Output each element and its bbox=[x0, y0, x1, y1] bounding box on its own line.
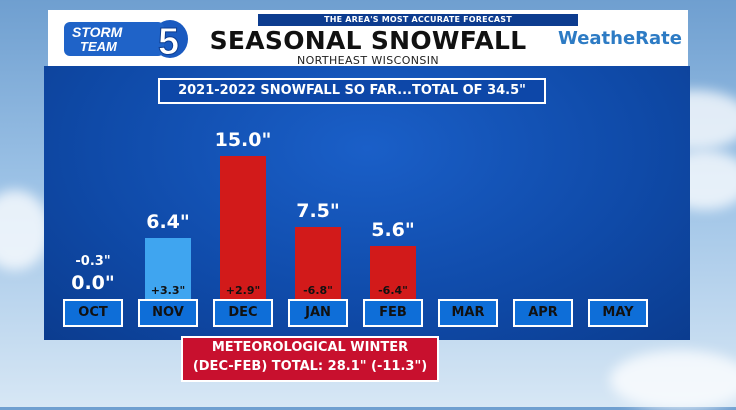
page-subtitle: NORTHEAST WISCONSIN bbox=[296, 54, 440, 67]
departure-label-dec: +2.9" bbox=[225, 284, 261, 297]
bar-jan bbox=[295, 227, 341, 299]
cloud-decoration bbox=[610, 350, 736, 410]
bar-dec bbox=[220, 156, 266, 299]
month-label-feb: FEB bbox=[363, 299, 423, 327]
month-label-jan: JAN bbox=[288, 299, 348, 327]
departure-label-oct: -0.3" bbox=[75, 254, 111, 269]
season-total-banner: 2021-2022 SNOWFALL SO FAR...TOTAL OF 34.… bbox=[158, 78, 546, 104]
value-label-jan: 7.5" bbox=[296, 200, 340, 222]
month-label-may: MAY bbox=[588, 299, 648, 327]
month-label-apr: APR bbox=[513, 299, 573, 327]
departure-label-nov: +3.3" bbox=[150, 284, 186, 297]
tagline: THE AREA'S MOST ACCURATE FORECAST bbox=[258, 14, 578, 26]
month-label-nov: NOV bbox=[138, 299, 198, 327]
header-bar: THE AREA'S MOST ACCURATE FORECAST STORM … bbox=[48, 10, 688, 67]
cloud-decoration bbox=[0, 190, 50, 270]
weatherate-logo: WeatheRate bbox=[557, 28, 682, 49]
departure-label-jan: -6.8" bbox=[303, 284, 333, 297]
winter-total-line2: (DEC-FEB) TOTAL: 28.1" (-11.3") bbox=[192, 359, 428, 374]
page-title: SEASONAL SNOWFALL bbox=[209, 26, 527, 55]
value-label-dec: 15.0" bbox=[214, 129, 272, 151]
storm-logo-text-2: TEAM bbox=[80, 39, 118, 54]
storm-team-5-logo: STORM TEAM 5 bbox=[62, 18, 188, 64]
month-label-dec: DEC bbox=[213, 299, 273, 327]
bar-feb bbox=[370, 246, 416, 299]
month-label-oct: OCT bbox=[63, 299, 123, 327]
value-label-nov: 6.4" bbox=[146, 211, 190, 233]
value-label-feb: 5.6" bbox=[371, 219, 415, 241]
bar-nov bbox=[145, 238, 191, 299]
month-label-mar: MAR bbox=[438, 299, 498, 327]
storm-logo-text-1: STORM bbox=[72, 24, 123, 40]
storm-logo-number: 5 bbox=[158, 21, 179, 60]
value-label-oct: 0.0" bbox=[71, 272, 115, 294]
winter-total-line1: METEOROLOGICAL WINTER bbox=[211, 340, 409, 355]
winter-total-box: METEOROLOGICAL WINTER (DEC-FEB) TOTAL: 2… bbox=[181, 336, 439, 382]
departure-label-feb: -6.4" bbox=[378, 284, 408, 297]
